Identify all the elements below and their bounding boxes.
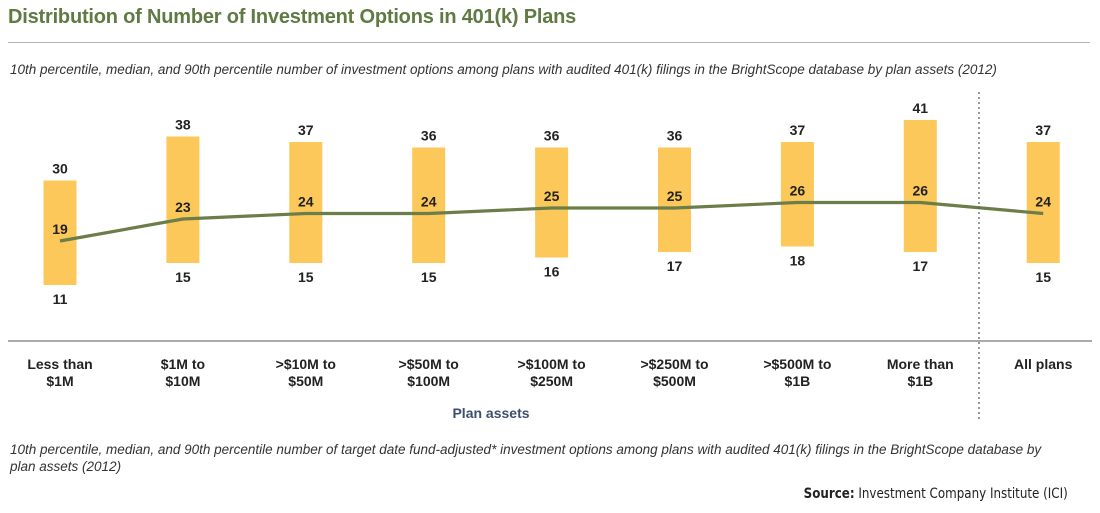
x-axis-title: Plan assets xyxy=(452,405,529,421)
median-label: 26 xyxy=(913,183,929,199)
p10-label: 15 xyxy=(421,269,437,285)
range-bar xyxy=(780,142,814,247)
p10-label: 15 xyxy=(1035,269,1051,285)
category-labels-layer: Less than $1M $1M to $10M >$10M to $50M >$50M … xyxy=(27,356,1072,389)
category-label: >$10M to $50M xyxy=(276,356,336,389)
category-label: >$50M to $100M xyxy=(399,356,459,389)
range-bar xyxy=(535,147,569,258)
range-bar xyxy=(658,147,691,252)
p90-label: 38 xyxy=(175,117,191,133)
range-bar xyxy=(43,180,77,285)
median-label: 26 xyxy=(790,183,806,199)
p90-label: 37 xyxy=(1035,122,1051,138)
chart-title: Distribution of Number of Investment Opt… xyxy=(8,6,577,28)
p10-label: 18 xyxy=(790,253,806,269)
p90-label: 37 xyxy=(298,122,314,138)
range-bar xyxy=(166,136,200,263)
p10-label: 15 xyxy=(298,269,314,285)
p90-label: 41 xyxy=(913,100,929,116)
value-labels-layer: 30 11 19 38 15 23 37 15 24 36 15 24 36 16 25 36 17 25 37 18… xyxy=(52,100,1051,307)
source-label: Source: xyxy=(803,486,855,502)
p10-label: 16 xyxy=(544,264,560,280)
median-label: 24 xyxy=(1035,194,1051,210)
category-label: >$500M to $1B xyxy=(763,356,831,389)
p10-label: 15 xyxy=(175,269,191,285)
median-label: 24 xyxy=(298,194,314,210)
category-label: >$100M to $250M xyxy=(518,356,586,389)
p10-label: 17 xyxy=(913,258,929,274)
chart-subtitle: 10th percentile, median, and 90th percen… xyxy=(10,62,997,77)
median-label: 25 xyxy=(544,188,560,204)
category-label: >$250M to $500M xyxy=(640,356,708,389)
category-label: All plans xyxy=(1014,356,1073,372)
median-line xyxy=(59,200,1044,243)
footnote: 10th percentile, median, and 90th percen… xyxy=(10,442,1042,474)
p90-label: 30 xyxy=(52,161,68,177)
p90-label: 36 xyxy=(667,128,683,144)
p90-label: 36 xyxy=(421,128,437,144)
p10-label: 17 xyxy=(667,258,683,274)
median-label: 25 xyxy=(667,188,683,204)
p10-label: 11 xyxy=(53,291,68,307)
source-line: Source: Investment Company Institute (IC… xyxy=(804,486,1068,502)
bars-layer xyxy=(43,120,1060,285)
p90-label: 36 xyxy=(544,128,560,144)
range-bar xyxy=(412,147,446,263)
median-label: 19 xyxy=(52,221,68,237)
range-bar xyxy=(903,120,937,252)
category-label: $1M to $10M xyxy=(161,356,205,389)
range-bar xyxy=(1026,142,1060,263)
source-text: Investment Company Institute (ICI) xyxy=(858,486,1068,502)
category-label: Less than $1M xyxy=(27,356,92,389)
range-bar xyxy=(289,142,323,263)
median-label: 23 xyxy=(175,199,191,215)
median-line-layer xyxy=(59,200,1044,243)
p90-label: 37 xyxy=(790,122,806,138)
title-divider xyxy=(8,42,1090,43)
median-label: 24 xyxy=(421,194,437,210)
range-chart: 30 11 19 38 15 23 37 15 24 36 15 24 36 16 25 36 17 25 37 18… xyxy=(8,92,1092,421)
category-label: More than $1B xyxy=(887,356,954,389)
